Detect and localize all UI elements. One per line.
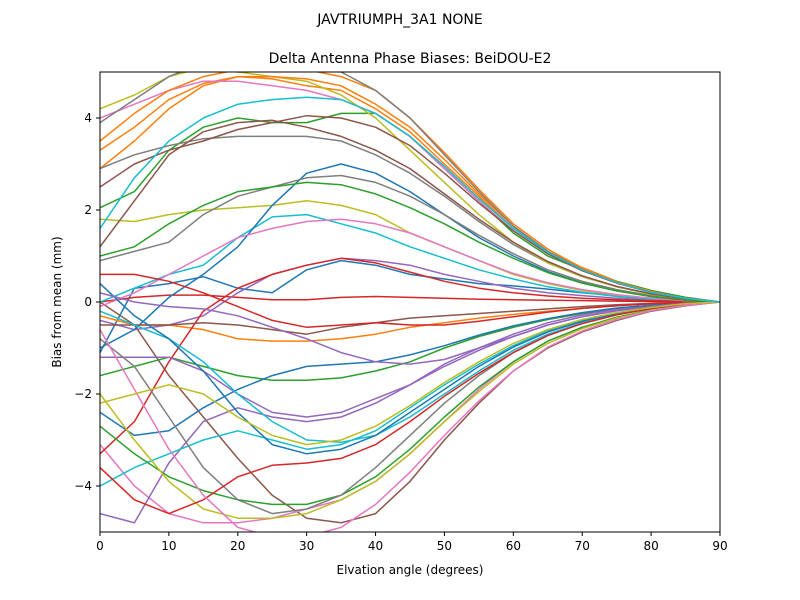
y-tick-label: 4	[84, 111, 92, 125]
series-line-40	[100, 96, 720, 303]
y-tick-label: −4	[74, 479, 92, 493]
series-line-17	[100, 218, 720, 308]
x-tick-label: 10	[161, 539, 176, 553]
series-line-5	[100, 257, 720, 331]
chart-suptitle: JAVTRIUMPH_3A1 NONE	[316, 12, 483, 28]
series-line-39	[100, 301, 720, 446]
series-line-21	[100, 301, 720, 437]
y-axis-label: Bias from mean (mm)	[50, 236, 64, 367]
x-tick-label: 20	[230, 539, 245, 553]
series-layer	[100, 72, 720, 532]
series-line-10	[100, 213, 720, 303]
x-tick-label: 60	[506, 539, 521, 553]
series-line-34	[100, 301, 720, 515]
series-line-6	[100, 301, 720, 524]
x-tick-label: 70	[575, 539, 590, 553]
series-line-18	[100, 174, 720, 303]
x-tick-label: 90	[712, 539, 727, 553]
y-tick-label: 2	[84, 203, 92, 217]
x-tick-label: 30	[299, 539, 314, 553]
x-tick-label: 40	[368, 539, 383, 553]
series-line-31	[100, 283, 720, 455]
series-line-29	[100, 301, 720, 519]
x-tick-label: 80	[643, 539, 658, 553]
y-tick-label: 0	[84, 295, 92, 309]
series-line-33	[100, 181, 720, 303]
x-tick-label: 0	[96, 539, 104, 553]
series-line-37	[100, 301, 720, 532]
x-axis-ticks: 0 10 20 30 40 50 60 70 80 90	[96, 532, 728, 553]
y-axis-ticks: −4 −2 0 2 4	[74, 111, 100, 493]
series-line-14	[100, 257, 720, 455]
y-tick-label: −2	[74, 387, 92, 401]
series-line-16	[100, 301, 720, 335]
x-axis-label: Elvation angle (degrees)	[337, 563, 484, 577]
x-tick-label: 50	[437, 539, 452, 553]
series-line-26	[100, 119, 720, 303]
series-line-23	[100, 301, 720, 506]
chart-title: Delta Antenna Phase Biases: BeiDOU-E2	[269, 51, 552, 67]
series-line-4	[100, 294, 720, 303]
series-line-35	[100, 292, 720, 365]
series-line-24	[100, 273, 720, 329]
